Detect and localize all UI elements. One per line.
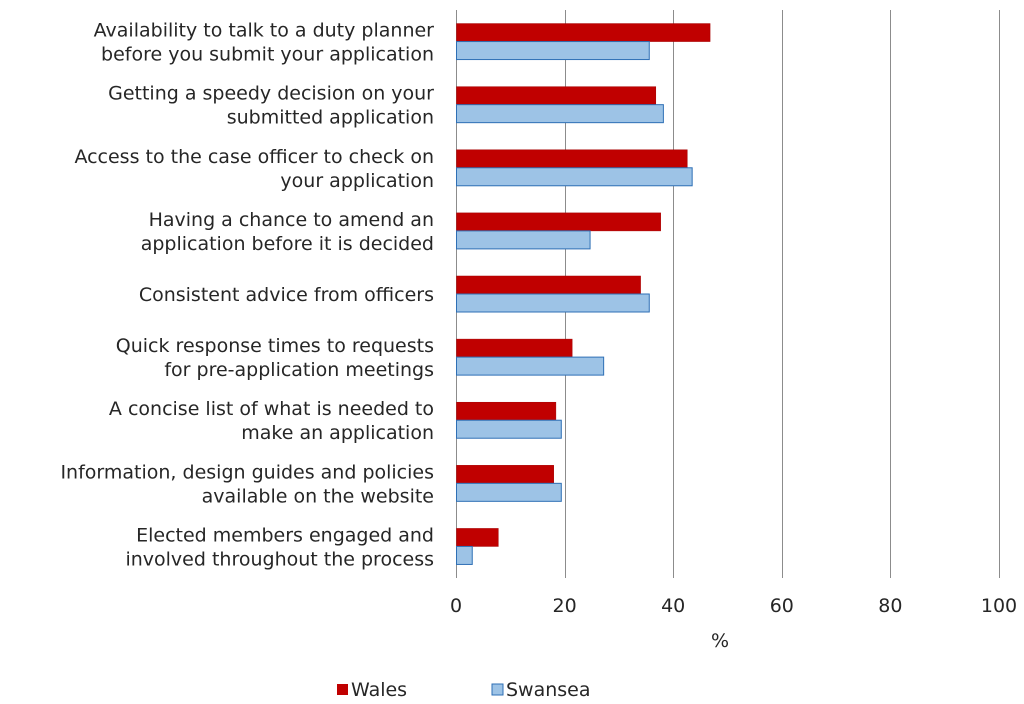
bar-wales-0 [456,23,711,42]
legend-swatch-wales [337,684,348,695]
category-label: Elected members engaged and [136,524,434,546]
x-tick-label: 40 [661,595,685,617]
category-label: application before it is decided [141,233,434,255]
category-label: Access to the case officer to check on [74,146,434,168]
x-tick-label: 20 [553,595,577,617]
category-label: involved throughout the process [125,548,434,570]
x-tick-label: 100 [981,595,1017,617]
legend-label-swansea: Swansea [506,679,591,701]
category-label: Quick response times to requests [116,335,434,357]
legend: Wales Swansea [337,679,591,701]
category-label: A concise list of what is needed to [109,398,434,420]
legend-swatch-swansea [491,683,504,696]
bar-wales-5 [456,338,573,358]
bar-swansea-3 [456,230,591,250]
bar-wales-8 [456,528,499,547]
bar-swansea-5 [456,356,605,376]
x-tick-label: 60 [770,595,794,617]
bar-swansea-7 [456,482,562,502]
bar-swansea-0 [456,41,650,61]
category-label: your application [280,170,434,192]
bar-wales-3 [456,212,661,232]
category-label: Consistent advice from officers [139,284,434,306]
bars [456,23,711,565]
category-label: for pre-application meetings [164,359,434,381]
category-label: Availability to talk to a duty planner [94,20,435,42]
bar-swansea-4 [456,293,650,313]
category-labels: Availability to talk to a duty plannerbe… [60,20,434,571]
bar-wales-6 [456,401,557,421]
bar-wales-1 [456,86,657,105]
category-label: Getting a speedy decision on your [108,83,434,105]
category-label: Having a chance to amend an [149,209,434,231]
x-tick-label: 80 [878,595,902,617]
bar-swansea-1 [456,104,664,124]
x-axis-title: % [711,630,729,652]
category-label: available on the website [202,485,434,507]
bar-wales-2 [456,149,688,169]
bar-swansea-2 [456,167,693,187]
legend-label-wales: Wales [351,679,407,701]
x-tick-label: 0 [450,595,462,617]
category-label: make an application [241,422,434,444]
category-label: submitted application [227,107,434,129]
bar-wales-4 [456,275,641,295]
bar-swansea-6 [456,419,562,439]
x-tick-labels: 0 20 40 60 80 100 [450,595,1017,617]
bar-swansea-8 [456,545,473,565]
bar-wales-7 [456,465,554,484]
category-label: Information, design guides and policies [60,461,434,483]
category-label: before you submit your application [101,44,434,66]
